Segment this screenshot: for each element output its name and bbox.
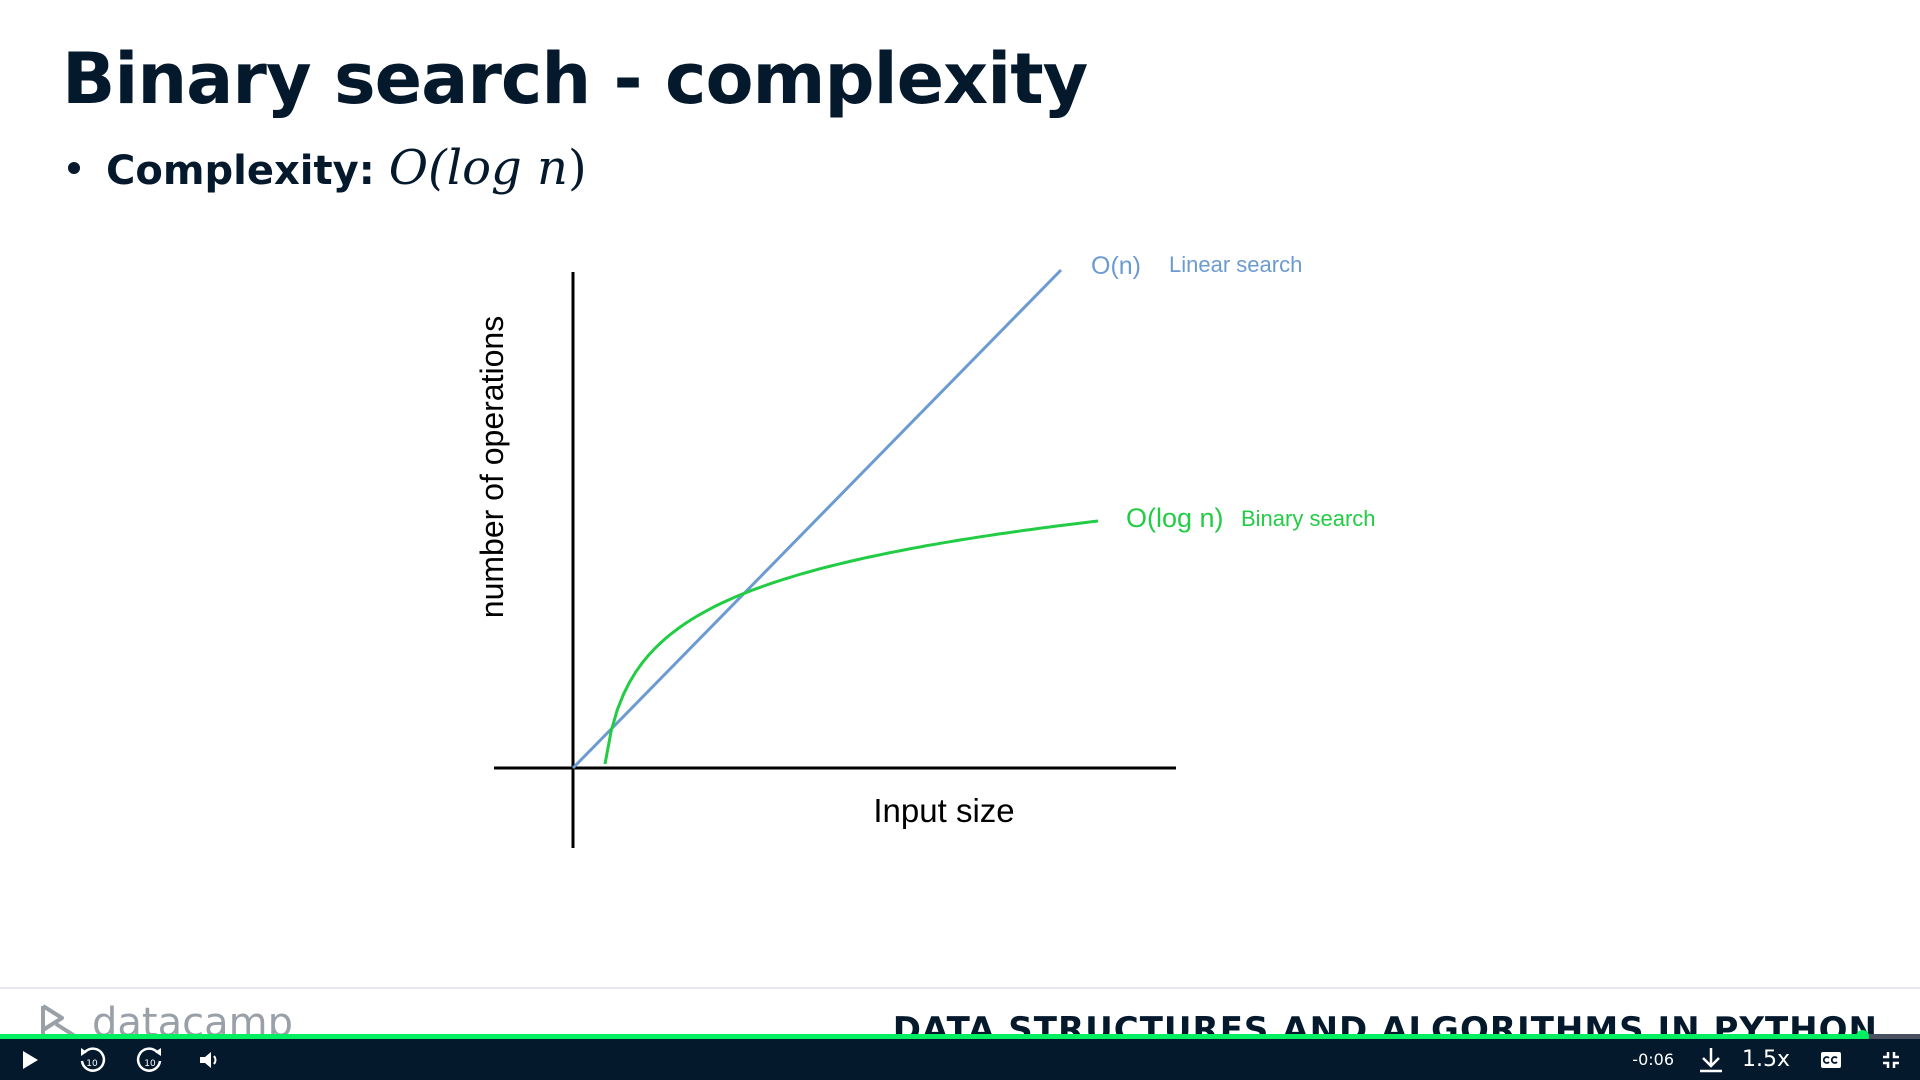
- formula-prefix: O(log: [388, 140, 538, 196]
- course-title: DATA STRUCTURES AND ALGORITHMS IN PYTHON: [892, 1010, 1878, 1036]
- slide-title: Binary search - complexity: [62, 38, 1088, 120]
- bullet-label: Complexity:: [106, 148, 375, 194]
- volume-button[interactable]: [193, 1039, 227, 1080]
- forward-seconds: 10: [144, 1059, 156, 1069]
- complexity-chart: O(n) Linear search O(log n) Binary searc…: [474, 252, 1376, 848]
- exit-fullscreen-button[interactable]: [1874, 1039, 1908, 1080]
- y-axis-label: number of operations: [474, 316, 510, 618]
- forward-10-button[interactable]: 10: [130, 1039, 170, 1080]
- logo-text: datacamp: [92, 1004, 293, 1036]
- formula-suffix: ): [567, 140, 587, 196]
- linear-complexity-label: O(n): [1091, 252, 1141, 280]
- linear-search-label: Linear search: [1169, 252, 1302, 277]
- footer-divider: [0, 987, 1920, 989]
- download-icon: [1700, 1047, 1722, 1072]
- datacamp-logo: datacamp: [40, 1004, 293, 1036]
- exit-fullscreen-icon: [1883, 1051, 1899, 1068]
- time-remaining: -0:06: [1632, 1050, 1674, 1069]
- forward-10-icon: 10: [136, 1046, 162, 1072]
- complexity-bullet: Complexity: O(log n): [68, 140, 587, 196]
- complexity-formula: O(log n): [389, 140, 587, 196]
- log-complexity-label: O(log n): [1126, 503, 1224, 533]
- progress-fill: [0, 1034, 1863, 1039]
- formula-variable: n: [537, 140, 568, 196]
- slide: Binary search - complexity Complexity: O…: [0, 38, 1920, 1036]
- rewind-10-button[interactable]: 10: [72, 1039, 112, 1080]
- bullet-dot-icon: [68, 162, 80, 174]
- download-button[interactable]: [1694, 1039, 1728, 1080]
- rewind-10-icon: 10: [80, 1046, 106, 1072]
- play-button[interactable]: [12, 1039, 48, 1080]
- rewind-seconds: 10: [86, 1059, 98, 1069]
- binary-search-label: Binary search: [1241, 506, 1376, 531]
- playback-speed[interactable]: 1.5x: [1741, 1047, 1790, 1072]
- volume-icon: [200, 1051, 217, 1068]
- x-axis-label: Input size: [873, 792, 1014, 829]
- video-controls: 10 10 -0:06 1.5x: [0, 1039, 1920, 1080]
- datacamp-logo-icon: [41, 1004, 79, 1036]
- linear-search-line: [571, 268, 1063, 770]
- captions-button[interactable]: [1814, 1039, 1848, 1080]
- play-icon: [23, 1050, 38, 1069]
- binary-search-curve: [603, 519, 1099, 765]
- captions-icon: [1821, 1051, 1841, 1068]
